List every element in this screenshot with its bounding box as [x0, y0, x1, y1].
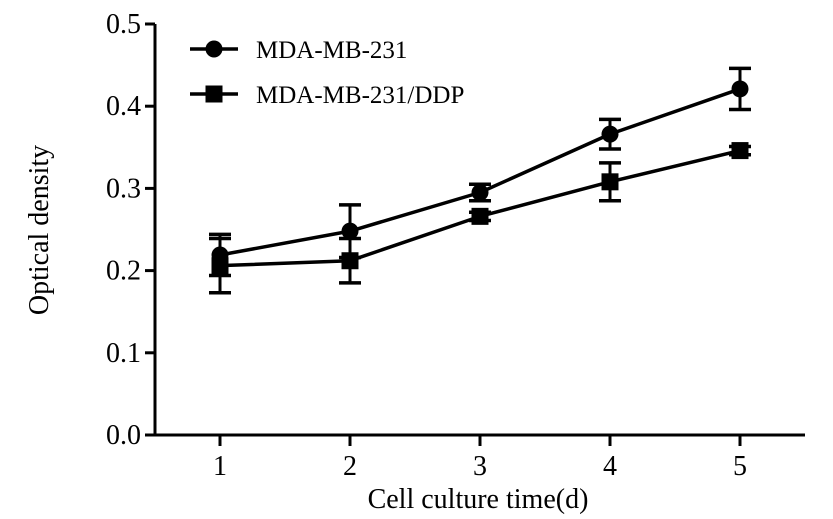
x-tick-label: 4 [603, 451, 617, 482]
data-point-circle [731, 80, 749, 98]
legend-marker-square [205, 85, 223, 103]
data-point-square [601, 173, 619, 191]
series-group [209, 66, 751, 295]
series-2 [209, 142, 751, 295]
x-tick-label: 3 [473, 451, 487, 482]
legend-item-1: MDA-MB-231 [190, 37, 407, 64]
x-axis-title: Cell culture time(d) [368, 484, 589, 515]
axes [153, 24, 805, 437]
y-tick-label: 0.2 [106, 256, 141, 287]
data-point-circle [341, 222, 359, 240]
series-line [219, 87, 741, 257]
data-point-square [341, 252, 359, 270]
data-point-square [211, 257, 229, 275]
x-ticks: 1 2 3 4 5 [213, 435, 747, 482]
data-point-circle [471, 184, 489, 202]
y-tick-label: 0.4 [106, 91, 141, 122]
legend-marker-circle [205, 40, 223, 58]
legend-label: MDA-MB-231/DDP [256, 82, 464, 109]
x-tick-label: 2 [343, 451, 357, 482]
y-ticks: 0.0 0.1 0.2 0.3 0.4 0.5 [106, 9, 155, 451]
x-tick-label: 1 [213, 451, 227, 482]
y-tick-label: 0.3 [106, 173, 141, 204]
legend: MDA-MB-231 MDA-MB-231/DDP [190, 37, 464, 109]
legend-label: MDA-MB-231 [256, 37, 407, 64]
y-tick-label: 0.5 [106, 9, 141, 40]
data-point-square [471, 207, 489, 225]
y-axis-title: Optical density [24, 145, 55, 315]
y-tick-label: 0.0 [106, 420, 141, 451]
x-tick-label: 5 [733, 451, 747, 482]
y-tick-label: 0.1 [106, 338, 141, 369]
data-point-circle [601, 125, 619, 143]
legend-item-2: MDA-MB-231/DDP [190, 82, 464, 109]
data-point-square [731, 142, 749, 160]
